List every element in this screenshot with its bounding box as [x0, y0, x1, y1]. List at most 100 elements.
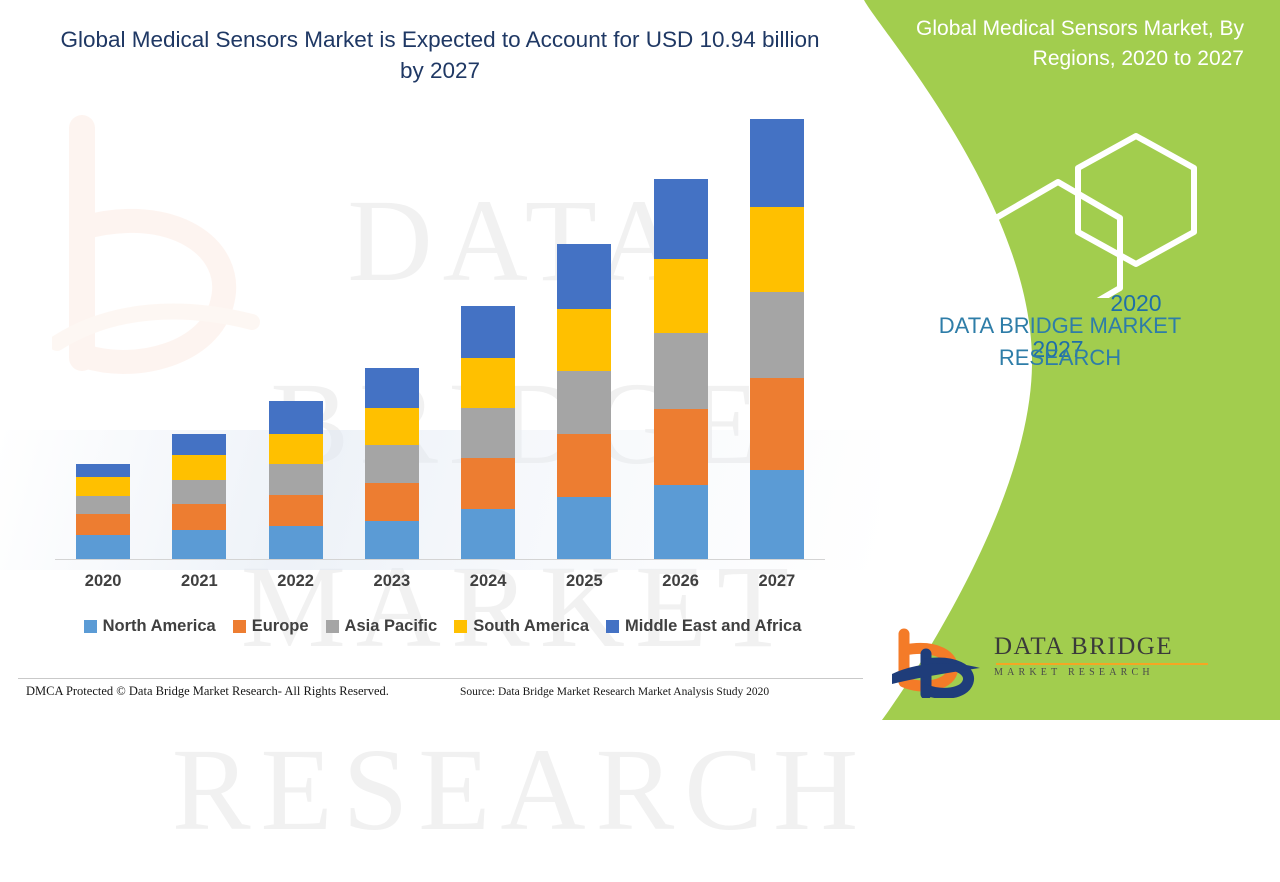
bar-segment[interactable]	[557, 243, 612, 309]
x-axis-label-2027: 2027	[758, 572, 796, 590]
bar-segment[interactable]	[76, 496, 131, 514]
x-axis-line	[55, 558, 825, 560]
legend-label: Asia Pacific	[344, 617, 438, 635]
plot-area	[55, 110, 825, 560]
hexagon-outlines-icon	[993, 133, 1197, 327]
chart-legend: North America Europe Asia Pacific South Ame…	[55, 617, 830, 636]
bar-segment[interactable]	[172, 454, 227, 480]
brand-name-text: DATA BRIDGE MARKET RESEARCH	[938, 313, 1182, 370]
footer-divider	[18, 678, 863, 679]
legend-label: Europe	[251, 617, 309, 635]
x-axis-label-2020: 2020	[84, 572, 122, 590]
logo-main-text: DATA BRIDGE	[994, 633, 1174, 660]
bar-segment[interactable]	[557, 433, 612, 498]
hexagon-2020-label: 2020	[1110, 290, 1162, 316]
bar-group	[55, 111, 825, 559]
infographic-root: DATA BRIDGE MARKET RESEARCH Global Medic…	[0, 0, 1280, 855]
stacked-bar[interactable]	[653, 178, 708, 559]
bar-segment[interactable]	[172, 504, 227, 531]
bar-segment[interactable]	[461, 358, 516, 408]
bar-column-2020	[55, 111, 151, 559]
bar-segment[interactable]	[653, 259, 708, 334]
bar-segment[interactable]	[364, 407, 419, 446]
green-panel-heading: Global Medical Sensors Market, By Region…	[916, 17, 1244, 70]
legend-swatch-icon	[325, 620, 339, 633]
bar-segment[interactable]	[557, 308, 612, 372]
bar-column-2027	[729, 111, 825, 559]
bar-segment[interactable]	[76, 534, 131, 559]
hexagon-2027-label: 2027	[1032, 336, 1084, 362]
bar-segment[interactable]	[364, 367, 419, 408]
legend-label: Middle East and Africa	[625, 617, 802, 635]
x-axis-label-2023: 2023	[373, 572, 411, 590]
bar-segment[interactable]	[76, 513, 131, 535]
legend-swatch-icon	[232, 620, 246, 633]
bar-segment[interactable]	[557, 371, 612, 434]
bar-segment[interactable]	[653, 485, 708, 559]
bar-segment[interactable]	[172, 479, 227, 505]
bar-segment[interactable]	[268, 494, 323, 526]
legend-swatch-icon	[454, 620, 468, 633]
bar-segment[interactable]	[268, 525, 323, 559]
bar-column-2026	[633, 111, 729, 559]
legend-item[interactable]: Middle East and Africa	[606, 617, 801, 636]
logo-sub-text: MARKET RESEARCH	[994, 666, 1154, 678]
bar-segment[interactable]	[364, 445, 419, 484]
bar-segment[interactable]	[461, 407, 516, 459]
stacked-bar[interactable]	[268, 400, 323, 559]
bar-segment[interactable]	[749, 118, 804, 208]
stacked-bar[interactable]	[172, 433, 227, 559]
stacked-bar[interactable]	[364, 367, 419, 559]
chart-panel: Global Medical Sensors Market is Expecte…	[18, 27, 863, 698]
bar-column-2023	[344, 111, 440, 559]
stacked-bar[interactable]	[749, 118, 804, 559]
x-axis-label-2022: 2022	[277, 572, 314, 590]
bar-segment[interactable]	[749, 378, 804, 471]
bar-segment[interactable]	[461, 508, 516, 559]
bar-segment[interactable]	[268, 464, 323, 495]
bar-segment[interactable]	[749, 207, 804, 293]
data-bridge-logo-icon	[892, 628, 980, 698]
bar-segment[interactable]	[557, 497, 612, 559]
bar-column-2025	[536, 111, 632, 559]
chart-title: Global Medical Sensors Market is Expecte…	[60, 27, 820, 83]
bar-segment[interactable]	[461, 458, 516, 509]
logo-wordmark: DATA BRIDGE MARKET RESEARCH	[994, 632, 1224, 678]
bar-segment[interactable]	[653, 408, 708, 486]
data-bridge-logo: DATA BRIDGE MARKET RESEARCH	[890, 628, 1240, 698]
x-axis-label-2025: 2025	[566, 572, 603, 590]
bar-segment[interactable]	[172, 433, 227, 455]
stacked-bar[interactable]	[557, 243, 612, 559]
legend-label: South America	[473, 617, 590, 635]
legend-item[interactable]: Asia Pacific	[325, 617, 438, 636]
bar-segment[interactable]	[268, 433, 323, 465]
legend-item[interactable]: South America	[454, 617, 589, 636]
bar-segment[interactable]	[749, 292, 804, 379]
bar-segment[interactable]	[749, 470, 804, 559]
bar-column-2022	[248, 111, 344, 559]
stacked-bar[interactable]	[461, 306, 516, 559]
legend-swatch-icon	[83, 620, 97, 633]
bar-column-2021	[151, 111, 247, 559]
bar-segment[interactable]	[172, 530, 227, 559]
bar-segment[interactable]	[653, 333, 708, 409]
x-axis-label-2024: 2024	[469, 572, 507, 590]
stacked-bar[interactable]	[76, 464, 131, 559]
legend-item[interactable]: North America	[83, 617, 216, 636]
legend-swatch-icon	[606, 620, 620, 633]
x-axis-label-2026: 2026	[662, 572, 699, 590]
legend-item[interactable]: Europe	[232, 617, 309, 636]
green-side-panel: Global Medical Sensors Market, By Region…	[820, 0, 1280, 720]
bar-segment[interactable]	[76, 477, 131, 497]
legend-label: North America	[102, 617, 216, 635]
bar-segment[interactable]	[268, 400, 323, 434]
x-axis-labels: 2020 2021 2022 2023 2024 2025 2026 2027	[55, 572, 825, 591]
bar-segment[interactable]	[76, 464, 131, 478]
footer-copyright: DMCA Protected © Data Bridge Market Rese…	[26, 684, 389, 698]
bar-segment[interactable]	[364, 520, 419, 559]
bar-column-2024	[440, 111, 536, 559]
bar-segment[interactable]	[653, 178, 708, 260]
logo-divider	[996, 663, 1208, 665]
bar-segment[interactable]	[461, 306, 516, 359]
bar-segment[interactable]	[364, 483, 419, 521]
